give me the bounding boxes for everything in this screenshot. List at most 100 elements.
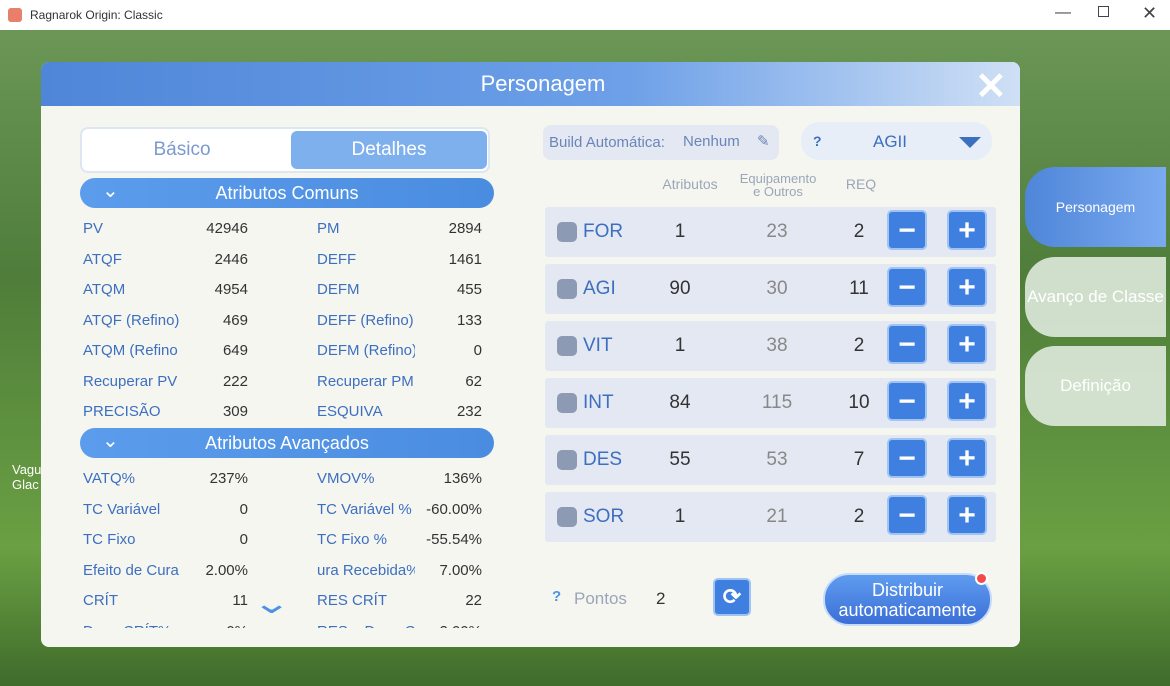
auto-distribute-button[interactable]: Distribuir automaticamente — [823, 573, 992, 626]
chevron: ⌄ — [102, 430, 119, 452]
close-window[interactable]: ✕ — [1142, 3, 1158, 23]
attr-label: RES a Dano CRÍT — [317, 623, 415, 629]
attr-label: DEFF — [317, 250, 357, 268]
help-icon[interactable]: ? — [813, 133, 822, 149]
maximize[interactable] — [1098, 6, 1109, 17]
minimize[interactable]: — — [1055, 4, 1071, 21]
stat-equip: 21 — [766, 506, 788, 527]
attr-value: 4954 — [214, 281, 248, 298]
attr-label: ATQF — [83, 250, 122, 268]
attr-label: RES CRÍT — [317, 592, 388, 609]
points-value: 2 — [656, 589, 666, 608]
plus-button[interactable]: + — [947, 381, 987, 421]
side-tab[interactable]: Definição — [1025, 346, 1166, 426]
attr-value: 0 — [473, 342, 482, 359]
bg-label-line: Glac — [12, 477, 39, 492]
dropdown-arrow — [959, 137, 981, 148]
stat-row: INT 84 115 10− + — [545, 378, 996, 428]
close-button[interactable]: ✕ — [975, 66, 1007, 108]
attr-value: -55.54% — [426, 531, 482, 548]
stat-name: DES — [583, 449, 623, 470]
attr-label: ura Recebida% — [317, 561, 415, 579]
stat-icon — [557, 222, 577, 242]
stat-req: 11 — [849, 278, 869, 299]
minus-button[interactable]: − — [887, 438, 927, 478]
scroll-down[interactable]: ⌄ — [251, 587, 292, 620]
chevron: ⌄ — [102, 180, 119, 202]
stat-base: 1 — [674, 506, 686, 527]
app-icon — [8, 8, 22, 22]
attr-value: -60.00% — [426, 500, 482, 518]
attr-label: PV — [83, 220, 104, 237]
panel-header: Personagem ✕ — [41, 62, 1020, 108]
plus-button[interactable]: + — [947, 438, 987, 478]
attr-value: 237% — [209, 470, 248, 487]
stat-req: 7 — [853, 449, 865, 470]
attr-value: 2894 — [448, 220, 482, 237]
stat-row: SOR 1 21 2 − + — [545, 492, 996, 542]
attr-label: PRECISÃO — [83, 403, 161, 420]
build-value: Nenhum — [683, 133, 740, 150]
minus-button[interactable]: − — [887, 267, 927, 307]
plus-button[interactable]: + — [947, 210, 987, 250]
reset-button[interactable]: ⟳ — [713, 578, 751, 616]
stat-req: 2 — [853, 335, 865, 356]
attr-label: DEFM (Refino) — [317, 342, 415, 359]
tab-bar: Básico Detalhes — [80, 127, 490, 173]
side-tab[interactable]: Avanço de Classe — [1025, 256, 1166, 337]
stat-req: 2 — [853, 506, 865, 527]
stat-row: DES 55 53 7 − + — [545, 435, 996, 485]
attr-label: DEFM — [317, 281, 360, 298]
attr-label: PM — [317, 220, 340, 237]
stat-name: SOR — [583, 506, 625, 527]
stat-req: 10 — [848, 392, 870, 413]
stats-table: Atributos Equipamento e Outros REQ FOR 1 23 2−… — [41, 62, 1020, 647]
plus-button[interactable]: + — [947, 324, 987, 364]
panel-title: Personagem — [480, 71, 606, 96]
stat-icon — [557, 393, 577, 413]
plus-button[interactable]: + — [947, 495, 987, 535]
attr-label: TC Fixo % — [317, 531, 388, 548]
attr-value: 7.00% — [439, 561, 482, 579]
minus-button[interactable]: − — [887, 495, 927, 535]
stat-icon — [557, 450, 577, 470]
attr-label: VMOV% — [317, 470, 375, 487]
attr-label: ATQM (Refino — [83, 342, 178, 359]
build-label: Build Automática: — [549, 134, 665, 151]
side-tab-active[interactable]: Personagem — [1025, 167, 1166, 247]
column-header: Atributos — [662, 176, 718, 192]
edit-icon[interactable]: ✎ — [757, 133, 770, 150]
attr-value: 0 — [239, 500, 248, 518]
tab[interactable]: Básico — [153, 139, 211, 160]
help-icon[interactable]: ? — [552, 588, 562, 605]
attr-label: TC Variável — [83, 500, 161, 518]
character-panel: Personagem ✕ Básico Detalhes Atributos C… — [41, 62, 1020, 647]
attr-label: ATQM — [83, 281, 126, 298]
attr-label: TC Variável % — [317, 500, 412, 518]
stat-name: AGI — [583, 278, 616, 299]
stat-name: VIT — [583, 335, 613, 356]
attr-value: 62 — [465, 372, 482, 390]
minus-button[interactable]: − — [887, 324, 927, 364]
stat-equip: 30 — [766, 278, 788, 299]
attr-value: 42946 — [206, 220, 248, 237]
stat-equip: 23 — [766, 221, 788, 242]
section-header[interactable]: Atributos Avançados ⌄ — [80, 428, 494, 458]
preset-value: AGII — [873, 132, 908, 151]
attr-value: 0 — [239, 531, 248, 548]
attr-value: 2446 — [214, 250, 248, 268]
plus-button[interactable]: + — [947, 267, 987, 307]
attr-value: 469 — [222, 311, 248, 329]
preset-dropdown[interactable]: ? AGII — [801, 122, 992, 160]
bg-label: Vagu Glac — [12, 462, 41, 492]
bg-label-line: Vagu — [12, 462, 42, 477]
attr-value: 0% — [161, 623, 248, 629]
section-header[interactable]: Atributos Comuns ⌄ — [80, 178, 494, 208]
attr-value: 1461 — [448, 250, 482, 268]
minus-button[interactable]: − — [887, 210, 927, 250]
tab-active[interactable]: Detalhes — [291, 131, 487, 169]
build-box[interactable]: Build Automática: Nenhum ✎ — [543, 125, 779, 160]
stat-row: FOR 1 23 2 − + — [545, 207, 996, 257]
attributes-list: Atributos Comuns ⌄ PV 42946 PM 2894 ATQF 2446 DE… — [41, 62, 511, 628]
minus-button[interactable]: − — [887, 381, 927, 421]
